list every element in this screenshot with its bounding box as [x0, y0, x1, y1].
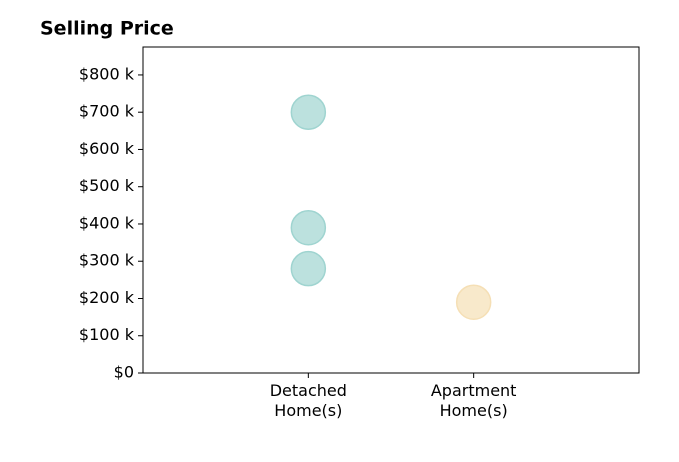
y-tick-label: $400 k [79, 213, 135, 232]
plot-frame [142, 46, 640, 374]
y-tick-label: $300 k [79, 251, 135, 270]
y-tick-label: $800 k [79, 64, 135, 83]
point [290, 250, 327, 287]
y-tick-label: $200 k [79, 288, 135, 307]
y-tick-label: $0 [114, 363, 134, 382]
point [455, 284, 492, 320]
y-tick-label: $600 k [79, 139, 135, 158]
y-tick-label: $700 k [79, 102, 135, 121]
point [290, 209, 327, 246]
x-tick-label: Apartment Home(s) [430, 381, 517, 420]
chart-title: Selling Price [40, 18, 174, 40]
y-tick-label: $100 k [79, 325, 135, 344]
x-tick-label: Detached Home(s) [269, 381, 347, 420]
point [290, 94, 327, 130]
y-tick-label: $500 k [79, 176, 135, 195]
